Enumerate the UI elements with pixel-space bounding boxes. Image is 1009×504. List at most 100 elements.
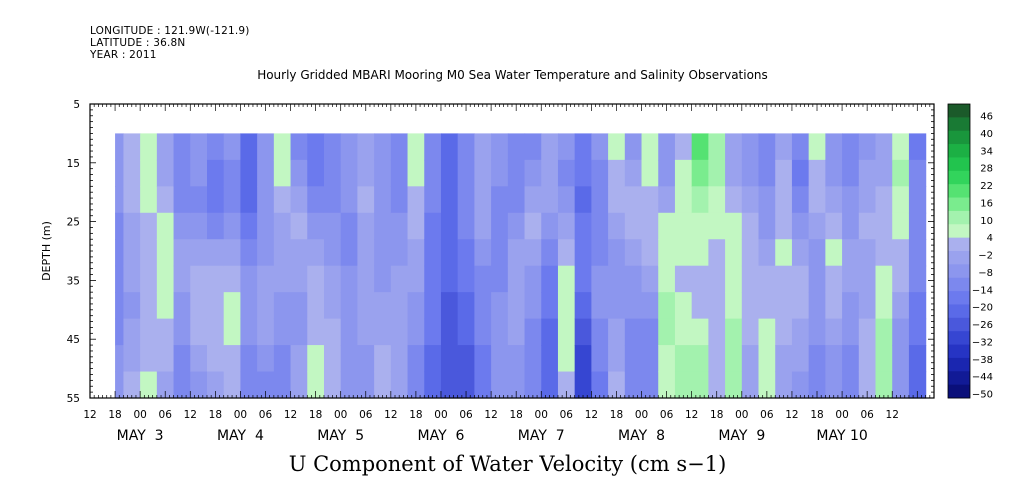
heatmap-cell: [892, 345, 910, 373]
heatmap-cell: [491, 239, 509, 267]
heatmap-cell: [374, 239, 392, 267]
heatmap-cell: [908, 212, 927, 240]
heatmap-cell: [791, 212, 810, 240]
heatmap-cell: [775, 212, 793, 240]
heatmap-cell: [407, 239, 425, 267]
heatmap-cell: [206, 345, 225, 373]
longitude-label: LONGITUDE : 121.9W(-121.9): [90, 25, 250, 37]
heatmap-cell: [457, 265, 475, 293]
heatmap-cell: [808, 159, 826, 187]
heatmap-cell: [257, 318, 275, 346]
colorbar-swatch: [948, 251, 970, 265]
heatmap-cell: [808, 186, 826, 214]
x-tick-label: 12: [484, 409, 497, 421]
y-tick-label: 55: [67, 393, 80, 405]
heatmap-cell: [240, 186, 258, 214]
heatmap-cell: [791, 345, 810, 373]
heatmap-cell: [290, 239, 308, 267]
heatmap-cell: [541, 292, 559, 320]
heatmap-cell: [123, 318, 141, 346]
heatmap-cell: [574, 292, 592, 320]
heatmap-cell: [557, 239, 576, 267]
heatmap-cell: [257, 239, 275, 267]
heatmap-cell: [808, 265, 826, 293]
heatmap-cell: [574, 186, 592, 214]
heatmap-cell: [424, 239, 442, 267]
colorbar-frame: [947, 103, 971, 399]
heatmap-cell: [574, 133, 592, 161]
heatmap-cell: [691, 212, 709, 240]
heatmap-cell: [206, 133, 225, 161]
heatmap-cell: [892, 265, 910, 293]
heatmap-cell: [725, 318, 743, 346]
heatmap-cell: [491, 292, 509, 320]
heatmap-cell: [557, 292, 576, 320]
heatmap-cell: [340, 345, 358, 373]
heatmap-cell: [206, 318, 225, 346]
colorbar-swatch: [948, 304, 970, 319]
heatmap-cell: [273, 159, 292, 187]
heatmap-cell: [892, 212, 910, 240]
heatmap-cell: [190, 371, 208, 399]
heatmap-cell: [708, 212, 726, 240]
heatmap-cell: [875, 292, 893, 320]
heatmap-cell: [758, 212, 776, 240]
heatmap-cell: [173, 371, 191, 399]
heatmap-cell: [574, 239, 592, 267]
heatmap-cell: [340, 212, 358, 240]
heatmap-cell: [892, 318, 910, 346]
colorbar-label: −14: [972, 285, 993, 296]
heatmap-cell: [842, 292, 860, 320]
heatmap-cell: [808, 212, 826, 240]
heatmap-cell: [115, 371, 125, 399]
x-day-label: MAY 4: [217, 428, 264, 444]
colorbar-label: −44: [972, 372, 993, 383]
colorbar-label: −50: [972, 390, 993, 401]
heatmap-cell: [892, 186, 910, 214]
heatmap-cell: [825, 265, 843, 293]
x-tick-label: 06: [660, 409, 674, 421]
heatmap-cell: [557, 265, 576, 293]
heatmap-cell: [357, 159, 375, 187]
heatmap-cell: [273, 371, 292, 399]
heatmap-cell: [842, 133, 860, 161]
heatmap-cell: [591, 133, 609, 161]
heatmap-cell: [708, 265, 726, 293]
heatmap-cell: [507, 318, 526, 346]
heatmap-cell: [115, 133, 125, 161]
heatmap-cell: [307, 345, 325, 373]
heatmap-cell: [223, 265, 242, 293]
heatmap-cell: [140, 371, 158, 399]
heatmap-cell: [290, 159, 308, 187]
heatmap-cell: [440, 265, 459, 293]
colorbar-label: 28: [980, 164, 993, 175]
heatmap-cell: [624, 345, 643, 373]
heatmap-cell: [190, 239, 208, 267]
heatmap-cell: [908, 159, 927, 187]
heatmap-cell: [307, 265, 325, 293]
heatmap-cell: [708, 345, 726, 373]
heatmap-cell: [842, 265, 860, 293]
heatmap-cell: [791, 186, 810, 214]
heatmap-cell: [524, 133, 542, 161]
heatmap-cell: [674, 159, 693, 187]
x-tick-label: 12: [284, 409, 297, 421]
colorbar-label: −8: [978, 268, 993, 279]
heatmap-cell: [524, 371, 542, 399]
heatmap-cell: [507, 133, 526, 161]
heatmap-cell: [357, 345, 375, 373]
heatmap-cell: [457, 186, 475, 214]
heatmap-cell: [240, 239, 258, 267]
heatmap-cell: [424, 212, 442, 240]
heatmap-cell: [557, 371, 576, 399]
heatmap-cell: [858, 159, 877, 187]
heatmap-cell: [741, 371, 760, 399]
heatmap-cell: [240, 265, 258, 293]
y-tick-label: 25: [67, 217, 80, 229]
heatmap-cell: [674, 186, 693, 214]
colorbar-swatch: [948, 157, 970, 172]
x-tick-label: 12: [83, 409, 96, 421]
heatmap-cell: [741, 265, 760, 293]
heatmap-cell: [140, 212, 158, 240]
heatmap-cell: [257, 186, 275, 214]
